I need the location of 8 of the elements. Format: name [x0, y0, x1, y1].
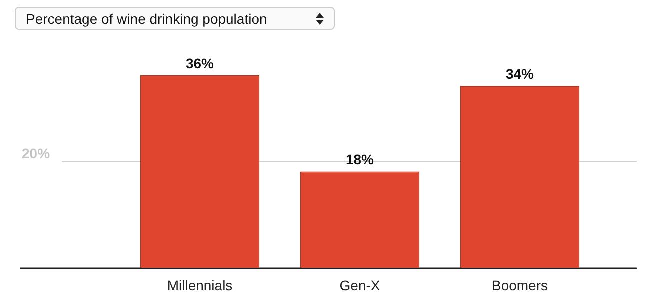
- x-tick-label: Gen-X: [340, 277, 381, 294]
- data-label: 34%: [506, 66, 535, 82]
- data-label: 18%: [346, 152, 375, 168]
- data-label: 36%: [186, 55, 215, 72]
- x-tick-label: Boomers: [492, 277, 548, 294]
- ref-line-label: 20%: [22, 145, 51, 162]
- x-tick-label: Millennials: [167, 277, 233, 294]
- chart-title: Percentage of wine drinking population: [26, 11, 268, 27]
